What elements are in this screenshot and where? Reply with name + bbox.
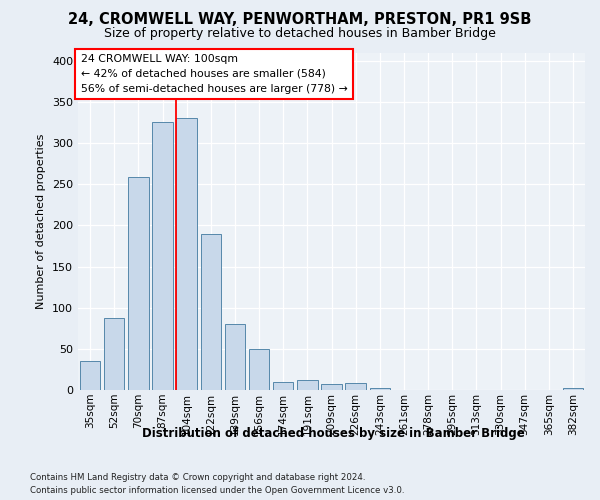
Bar xyxy=(273,382,293,390)
Bar xyxy=(370,388,390,390)
Bar xyxy=(224,324,245,390)
Text: Contains public sector information licensed under the Open Government Licence v3: Contains public sector information licen… xyxy=(30,486,404,495)
Bar xyxy=(176,118,197,390)
Bar xyxy=(249,349,269,390)
Text: Contains HM Land Registry data © Crown copyright and database right 2024.: Contains HM Land Registry data © Crown c… xyxy=(30,472,365,482)
Bar xyxy=(104,318,124,390)
Text: Distribution of detached houses by size in Bamber Bridge: Distribution of detached houses by size … xyxy=(142,428,524,440)
Text: Size of property relative to detached houses in Bamber Bridge: Size of property relative to detached ho… xyxy=(104,28,496,40)
Bar xyxy=(297,380,317,390)
Bar xyxy=(346,384,366,390)
Bar xyxy=(563,388,583,390)
Bar xyxy=(152,122,173,390)
Bar xyxy=(200,234,221,390)
Text: 24, CROMWELL WAY, PENWORTHAM, PRESTON, PR1 9SB: 24, CROMWELL WAY, PENWORTHAM, PRESTON, P… xyxy=(68,12,532,28)
Bar xyxy=(128,177,149,390)
Text: 24 CROMWELL WAY: 100sqm
← 42% of detached houses are smaller (584)
56% of semi-d: 24 CROMWELL WAY: 100sqm ← 42% of detache… xyxy=(80,54,347,94)
Y-axis label: Number of detached properties: Number of detached properties xyxy=(37,134,46,309)
Bar xyxy=(80,361,100,390)
Bar xyxy=(321,384,342,390)
